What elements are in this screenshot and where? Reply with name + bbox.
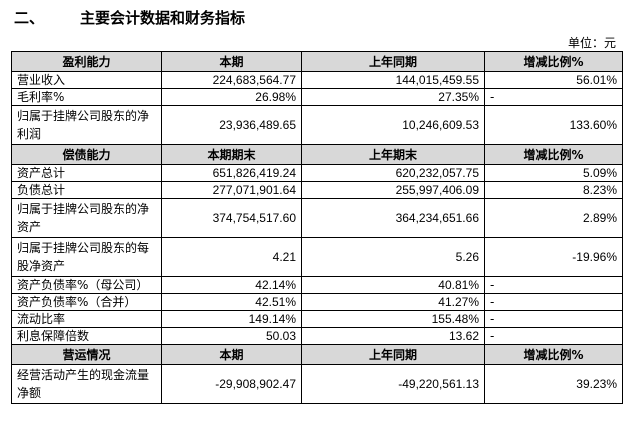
cell-value: 277,071,901.64	[161, 181, 302, 199]
cell-value: 50.03	[161, 327, 302, 345]
header-profitability: 盈利能力	[11, 51, 162, 72]
table-row: 流动比率 149.14% 155.48% -	[11, 310, 623, 328]
cell-value: -	[484, 293, 623, 311]
cell-value: 144,015,459.55	[301, 71, 485, 89]
cell-value: 39.23%	[484, 364, 623, 404]
cell-value: 42.14%	[161, 276, 302, 294]
cell-value: -	[484, 310, 623, 328]
cell-value: -	[484, 276, 623, 294]
header-current-period: 本期	[161, 344, 302, 365]
cell-value: 10,246,609.53	[301, 105, 485, 145]
cell-value: -	[484, 327, 623, 345]
table-row: 经营活动产生的现金流量净额 -29,908,902.47 -49,220,561…	[11, 364, 623, 404]
row-label: 毛利率%	[11, 88, 162, 106]
cell-value: 2.89%	[484, 198, 623, 238]
cell-value: 149.14%	[161, 310, 302, 328]
cell-value: 41.27%	[301, 293, 485, 311]
header-change-pct: 增减比例%	[484, 344, 623, 365]
cell-value: 155.48%	[301, 310, 485, 328]
cell-value: 42.51%	[161, 293, 302, 311]
row-label: 归属于挂牌公司股东的净利润	[11, 105, 162, 145]
header-prior-period-end: 上年期末	[301, 144, 485, 165]
cell-value: 5.26	[301, 237, 485, 277]
section-title: 主要会计数据和财务指标	[80, 9, 246, 27]
table-header-row: 盈利能力 本期 上年同期 增减比例%	[11, 51, 623, 72]
header-solvency: 偿债能力	[11, 144, 162, 165]
cell-value: 255,997,406.09	[301, 181, 485, 199]
header-operations: 营运情况	[11, 344, 162, 365]
financial-indicators-table: 盈利能力 本期 上年同期 增减比例% 营业收入 224,683,564.77 1…	[11, 51, 623, 404]
row-label: 归属于挂牌公司股东的净资产	[11, 198, 162, 238]
cell-value: 364,234,651.66	[301, 198, 485, 238]
table-row: 资产总计 651,826,419.24 620,232,057.75 5.09%	[11, 164, 623, 182]
header-change-pct: 增减比例%	[484, 51, 623, 72]
row-label: 营业收入	[11, 71, 162, 89]
row-label: 流动比率	[11, 310, 162, 328]
header-change-pct: 增减比例%	[484, 144, 623, 165]
table-row: 毛利率% 26.98% 27.35% -	[11, 88, 623, 106]
table-row: 归属于挂牌公司股东的净资产 374,754,517.60 364,234,651…	[11, 198, 623, 238]
cell-value: 8.23%	[484, 181, 623, 199]
cell-value: 5.09%	[484, 164, 623, 182]
table-row: 归属于挂牌公司股东的每股净资产 4.21 5.26 -19.96%	[11, 237, 623, 277]
cell-value: 27.35%	[301, 88, 485, 106]
row-label: 资产负债率%（合并）	[11, 293, 162, 311]
row-label: 负债总计	[11, 181, 162, 199]
cell-value: 4.21	[161, 237, 302, 277]
cell-value: -29,908,902.47	[161, 364, 302, 404]
header-prior-period: 上年同期	[301, 344, 485, 365]
header-prior-period: 上年同期	[301, 51, 485, 72]
cell-value: -49,220,561.13	[301, 364, 485, 404]
section-number: 二、	[14, 9, 45, 27]
table-row: 营业收入 224,683,564.77 144,015,459.55 56.01…	[11, 71, 623, 89]
row-label: 资产总计	[11, 164, 162, 182]
cell-value: 13.62	[301, 327, 485, 345]
row-label: 资产负债率%（母公司）	[11, 276, 162, 294]
table-row: 资产负债率%（合并） 42.51% 41.27% -	[11, 293, 623, 311]
table-row: 利息保障倍数 50.03 13.62 -	[11, 327, 623, 345]
unit-label: 单位：元	[567, 36, 616, 50]
cell-value: -	[484, 88, 623, 106]
cell-value: 224,683,564.77	[161, 71, 302, 89]
cell-value: 620,232,057.75	[301, 164, 485, 182]
row-label: 经营活动产生的现金流量净额	[11, 364, 162, 404]
cell-value: 56.01%	[484, 71, 623, 89]
section-heading: 二、 主要会计数据和财务指标	[14, 7, 245, 27]
cell-value: 23,936,489.65	[161, 105, 302, 145]
header-current-period: 本期	[161, 51, 302, 72]
cell-value: 651,826,419.24	[161, 164, 302, 182]
table-header-row: 营运情况 本期 上年同期 增减比例%	[11, 344, 623, 365]
cell-value: 26.98%	[161, 88, 302, 106]
table-row: 负债总计 277,071,901.64 255,997,406.09 8.23%	[11, 181, 623, 199]
row-label: 归属于挂牌公司股东的每股净资产	[11, 237, 162, 277]
cell-value: 40.81%	[301, 276, 485, 294]
table-row: 归属于挂牌公司股东的净利润 23,936,489.65 10,246,609.5…	[11, 105, 623, 145]
header-period-end: 本期期末	[161, 144, 302, 165]
table-row: 资产负债率%（母公司） 42.14% 40.81% -	[11, 276, 623, 294]
cell-value: 374,754,517.60	[161, 198, 302, 238]
table-header-row: 偿债能力 本期期末 上年期末 增减比例%	[11, 144, 623, 165]
cell-value: -19.96%	[484, 237, 623, 277]
cell-value: 133.60%	[484, 105, 623, 145]
row-label: 利息保障倍数	[11, 327, 162, 345]
